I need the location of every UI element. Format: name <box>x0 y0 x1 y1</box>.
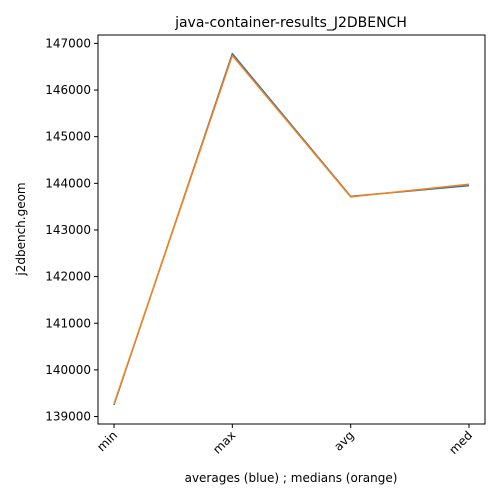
plot-frame <box>97 34 486 425</box>
y-axis: 139000 140000 141000 142000 143000 144000 1450… <box>45 36 98 424</box>
x-axis: min max avg med <box>94 424 475 457</box>
x-tick-label: max <box>210 428 238 456</box>
y-tick-label: 145000 <box>45 130 91 144</box>
y-tick-label: 140000 <box>45 363 91 377</box>
y-tick-label: 139000 <box>45 410 91 424</box>
y-tick-label: 143000 <box>45 223 91 237</box>
x-axis-label: averages (blue) ; medians (orange) <box>185 471 398 485</box>
plot-area <box>97 34 486 425</box>
y-axis-label: j2dbench.geom <box>14 182 28 276</box>
series-medians-line <box>113 54 470 405</box>
y-tick-label: 144000 <box>45 176 91 190</box>
x-tick-label: avg <box>331 428 357 454</box>
chart-title: java-container-results_J2DBENCH <box>174 15 407 31</box>
x-tick-label: min <box>94 428 120 454</box>
series-layer <box>113 52 470 406</box>
y-tick-label: 141000 <box>45 316 91 330</box>
y-tick-label: 146000 <box>45 83 91 97</box>
y-tick-label: 147000 <box>45 36 91 50</box>
series-averages-line <box>113 52 470 406</box>
y-tick-label: 142000 <box>45 270 91 284</box>
x-tick-label: med <box>446 428 475 457</box>
